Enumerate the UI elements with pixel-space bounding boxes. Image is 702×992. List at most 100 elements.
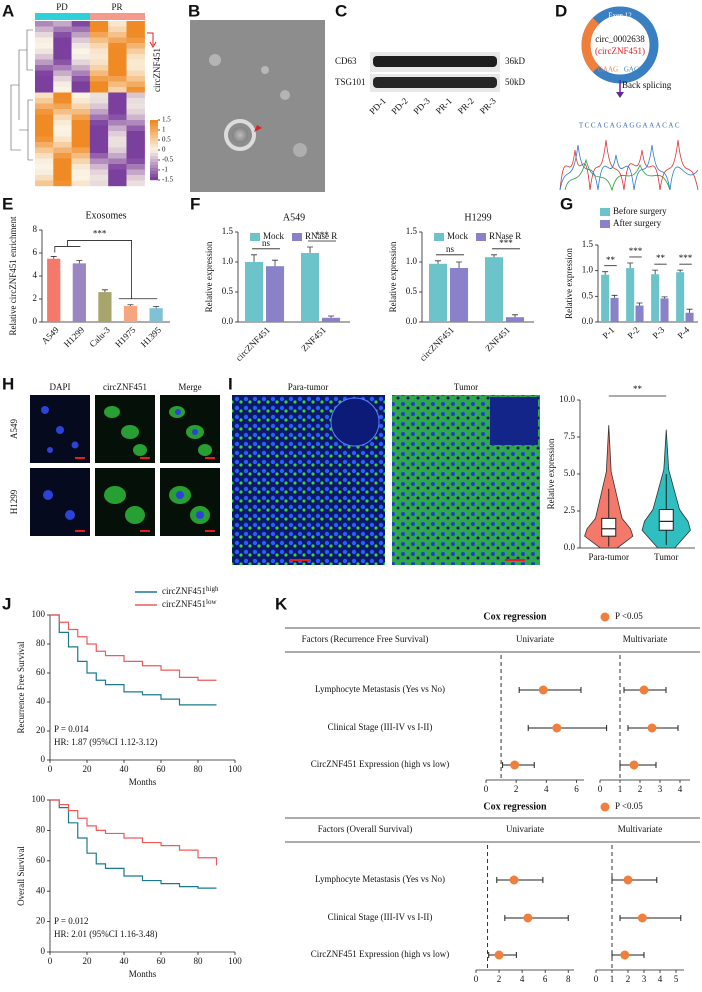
estimate	[552, 723, 562, 733]
gene-label: circZNF451	[152, 48, 162, 92]
km-curve	[50, 614, 217, 706]
heatmap-cell	[71, 120, 90, 126]
heatmap-cell	[53, 125, 72, 132]
heatmap-cell	[35, 180, 54, 187]
heatmap-cell	[89, 70, 109, 77]
heatmap-cell	[71, 180, 90, 187]
heatmap-cell	[108, 21, 127, 27]
sequence: TCCACAGAGGAAACAC	[579, 122, 681, 130]
error-bar	[686, 308, 693, 313]
heatmap-cell	[108, 87, 127, 93]
column-header: Univariate	[516, 634, 554, 644]
bar	[651, 274, 660, 322]
heatmap-cell	[108, 109, 127, 115]
significance: **	[606, 255, 616, 265]
x-tick-label: 20	[83, 764, 93, 774]
heatmap-cell	[71, 92, 90, 99]
heatmap-cell	[35, 158, 54, 165]
error-bar	[677, 269, 684, 273]
heatmap-cell	[35, 81, 54, 88]
heatmap-cell	[108, 103, 127, 110]
heatmap-cell	[89, 92, 109, 99]
ci	[504, 915, 569, 921]
y-tick-label: 0.5	[222, 286, 234, 296]
heatmap-cell	[89, 65, 109, 71]
group-bar	[35, 13, 90, 20]
legend-sup: low	[206, 598, 217, 606]
heatmap-cell	[89, 147, 109, 154]
colorbar-label: -1.5	[162, 176, 174, 184]
heatmap-cell	[53, 37, 72, 44]
heatmap-cell	[108, 142, 127, 148]
heatmap-cell	[53, 43, 72, 49]
heatmap-cell	[35, 120, 54, 126]
x-tick-label: 4	[520, 974, 525, 984]
estimate	[494, 950, 504, 960]
x-tick-label: 3	[658, 784, 663, 794]
bar	[626, 268, 635, 322]
error-bar	[272, 259, 279, 267]
legend-swatch	[600, 208, 610, 216]
heatmap-cell	[53, 153, 72, 159]
y-tick-label: 0.0	[406, 316, 418, 326]
bar	[610, 297, 619, 322]
bar	[322, 317, 341, 322]
heatmap-cell	[89, 37, 109, 44]
heatmap-cell	[89, 142, 109, 148]
heatmap-cell	[108, 120, 127, 126]
ci	[619, 915, 682, 921]
x-tick-label: 0	[594, 974, 599, 984]
lane-label: PD-2	[389, 96, 410, 117]
heatmap-cell	[126, 153, 145, 159]
heatmap-cell	[71, 43, 90, 49]
heatmap-cell	[71, 70, 90, 77]
heatmap-cell	[35, 21, 54, 27]
x-tick-label: 40	[120, 956, 130, 966]
legend-label: P <0.05	[615, 611, 643, 621]
heatmap-cell	[71, 26, 90, 33]
significance: ***	[315, 230, 329, 240]
heatmap-cell	[108, 164, 127, 170]
km-curve	[50, 614, 217, 681]
factor-header: Factors (Recurrence Free Survival)	[302, 634, 429, 644]
x-tick-label: 1	[610, 974, 615, 984]
estimate	[509, 875, 519, 885]
heatmap-cell	[71, 76, 90, 82]
heatmap-cell	[108, 136, 127, 143]
panel-label: H	[2, 374, 14, 393]
colorbar-cell	[150, 153, 158, 157]
error-bar	[456, 261, 463, 268]
factor-label: Lymphocyte Metastasis (Yes vs No)	[315, 874, 445, 884]
heatmap-cell	[126, 70, 145, 77]
legend-sup: high	[206, 585, 219, 593]
heatmap-cell	[126, 164, 145, 170]
colorbar-cell	[150, 156, 158, 160]
heatmap-cell	[71, 103, 90, 110]
lane-label: PR-2	[456, 96, 476, 116]
y-tick-label: 100	[32, 609, 46, 619]
x-tick-label: 5	[674, 974, 679, 984]
heatmap-cell	[89, 103, 109, 110]
heatmap-cell	[89, 43, 109, 49]
y-tick-label: 4	[33, 270, 38, 280]
error-bar	[636, 302, 643, 306]
heatmap-cell	[126, 158, 145, 165]
heatmap-cell	[35, 136, 54, 143]
heatmap-cell	[71, 59, 90, 66]
bar	[635, 305, 644, 322]
heatmap-cell	[126, 37, 145, 44]
y-tick-label: 20	[36, 725, 46, 735]
panel-label: J	[2, 594, 11, 613]
heatmap-cell	[108, 169, 127, 176]
error-bar	[153, 306, 160, 309]
estimate	[538, 685, 548, 695]
significance: ***	[93, 229, 107, 239]
heatmap-cell	[53, 26, 72, 33]
heatmap-cell	[126, 120, 145, 126]
bar	[685, 312, 694, 322]
heatmap-cell	[108, 37, 127, 44]
heatmap-cell	[53, 131, 72, 137]
x-tick-label: Para-tumor	[589, 552, 630, 562]
factor-label: Clinical Stage (III-IV vs I-II)	[328, 722, 433, 732]
heatmap-cell	[53, 21, 72, 27]
